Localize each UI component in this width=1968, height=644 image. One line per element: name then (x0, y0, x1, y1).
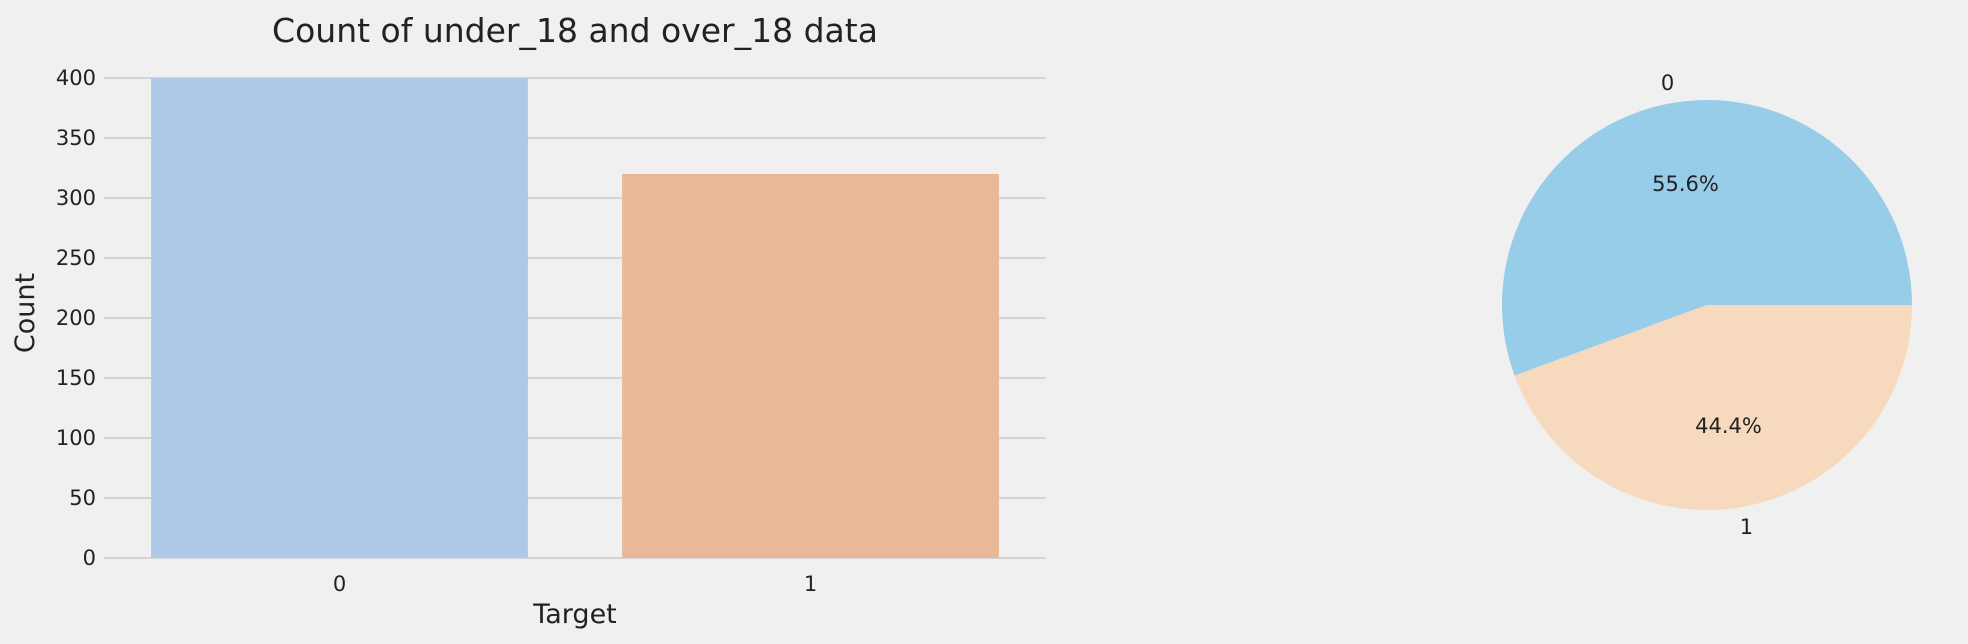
bar-x-tick-label: 0 (333, 572, 346, 596)
pie-percent-label: 44.4% (1695, 414, 1762, 438)
pie-slice-label: 1 (1740, 515, 1753, 539)
bar-category-0 (151, 78, 528, 558)
bar-y-tick-label: 150 (56, 366, 96, 390)
bar-y-tick-label: 350 (56, 126, 96, 150)
pie-slices (1502, 99, 1912, 510)
bar-y-axis-label: Count (10, 273, 41, 353)
bar-y-tick-label: 300 (56, 186, 96, 210)
bar-x-axis-label: Target (532, 599, 617, 630)
bar-chart-title: Count of under_18 and over_18 data (272, 11, 878, 50)
pie-percent-label: 55.6% (1652, 172, 1719, 196)
pie-slice-label: 0 (1661, 71, 1674, 95)
pie-labels: 0 55.6% 1 44.4% (1652, 71, 1762, 539)
pie-slice-0 (1502, 99, 1912, 376)
bar-y-tick-label: 250 (56, 246, 96, 270)
bar-x-tick-label: 1 (804, 572, 817, 596)
bar-y-tick-label: 100 (56, 426, 96, 450)
bar-y-tick-label: 200 (56, 306, 96, 330)
bar-category-1 (622, 174, 999, 558)
pie-slice-1 (1514, 305, 1912, 510)
bar-y-tick-label: 50 (69, 486, 96, 510)
bar-y-tick-label: 400 (56, 66, 96, 90)
pie-chart: 0 55.6% 1 44.4% (1502, 71, 1912, 539)
bar-marks (151, 78, 999, 558)
bar-y-tick-label: 0 (83, 546, 96, 570)
bar-y-tick-labels: 0 50 100 150 200 250 300 350 400 (56, 66, 96, 570)
